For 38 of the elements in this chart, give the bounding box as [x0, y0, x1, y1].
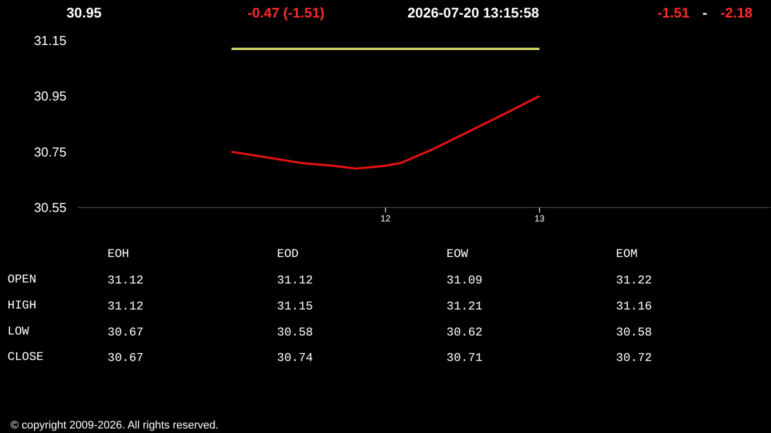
text: -1.51 — [658, 4, 690, 20]
text: © copyright 2009-2026. All rights reserved. — [10, 420, 219, 432]
x-tick-label: 13 — [534, 214, 545, 224]
data-label: 31.21 — [446, 299, 483, 314]
data-label: 30.74 — [277, 351, 314, 366]
category-label: EOH — [108, 246, 130, 261]
data-label: 30.58 — [277, 325, 314, 340]
y-tick-label: 30.75 — [34, 144, 67, 160]
line-series — [230, 95, 541, 170]
y-tick-label: 30.55 — [34, 200, 67, 215]
y-tick-label: 30.95 — [34, 88, 67, 104]
text: 30.95 — [66, 4, 102, 20]
category-label: EOD — [277, 246, 299, 261]
data-label: 30.71 — [446, 351, 483, 366]
data-label: 30.67 — [108, 325, 144, 340]
data-label: 30.58 — [616, 325, 652, 340]
text: -0.47 (-1.51) — [248, 4, 325, 20]
data-label: 31.15 — [277, 299, 314, 314]
data-label: 30.72 — [616, 351, 652, 366]
category-label: EOW — [446, 246, 469, 261]
text: HIGH — [8, 298, 36, 312]
data-label: 31.12 — [108, 274, 144, 288]
text: - — [702, 4, 708, 20]
text: LOW — [8, 324, 30, 338]
x-tick-label: 12 — [380, 214, 391, 224]
data-label: 31.12 — [108, 299, 144, 314]
text: -2.18 — [720, 4, 753, 20]
data-label: 31.16 — [616, 299, 652, 314]
category-label: EOM — [616, 246, 638, 261]
data-label: 31.22 — [616, 274, 652, 288]
data-label: 30.67 — [108, 351, 144, 366]
data-label: 30.62 — [446, 325, 483, 340]
data-label: 31.12 — [277, 274, 314, 288]
data-label: 31.09 — [446, 274, 483, 288]
y-tick-label: 31.15 — [34, 33, 67, 48]
text: 2026-07-20 13:15:58 — [408, 4, 540, 20]
text: CLOSE — [8, 350, 44, 364]
series-label: OPEN — [8, 272, 36, 286]
